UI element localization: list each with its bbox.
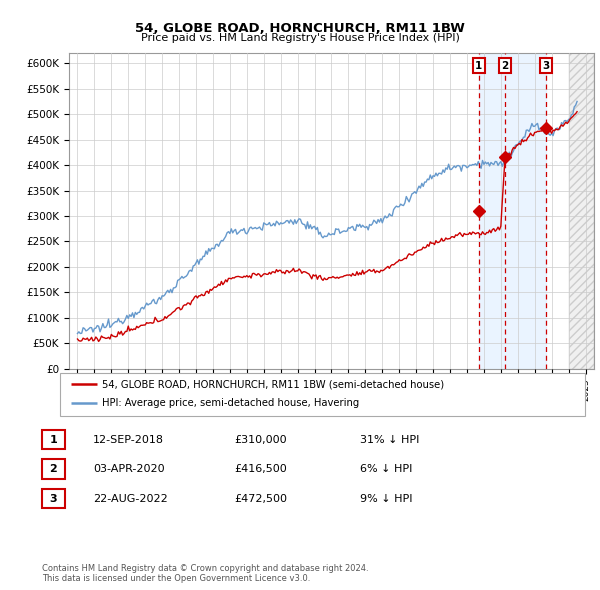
Text: 12-SEP-2018: 12-SEP-2018 xyxy=(93,435,164,444)
Text: 1: 1 xyxy=(50,435,57,444)
Text: £310,000: £310,000 xyxy=(234,435,287,444)
Text: 2: 2 xyxy=(50,464,57,474)
Text: Price paid vs. HM Land Registry's House Price Index (HPI): Price paid vs. HM Land Registry's House … xyxy=(140,33,460,43)
Text: 54, GLOBE ROAD, HORNCHURCH, RM11 1BW: 54, GLOBE ROAD, HORNCHURCH, RM11 1BW xyxy=(135,22,465,35)
Text: £416,500: £416,500 xyxy=(234,464,287,474)
Text: 9% ↓ HPI: 9% ↓ HPI xyxy=(360,494,413,503)
Text: 6% ↓ HPI: 6% ↓ HPI xyxy=(360,464,412,474)
Text: HPI: Average price, semi-detached house, Havering: HPI: Average price, semi-detached house,… xyxy=(102,398,359,408)
Text: 03-APR-2020: 03-APR-2020 xyxy=(93,464,164,474)
Text: 31% ↓ HPI: 31% ↓ HPI xyxy=(360,435,419,444)
Bar xyxy=(479,53,546,369)
Bar xyxy=(569,53,594,369)
Text: 2: 2 xyxy=(502,61,509,71)
Text: Contains HM Land Registry data © Crown copyright and database right 2024.
This d: Contains HM Land Registry data © Crown c… xyxy=(42,563,368,583)
Text: 1: 1 xyxy=(475,61,482,71)
Text: £472,500: £472,500 xyxy=(234,494,287,503)
Text: 3: 3 xyxy=(542,61,550,71)
Text: 54, GLOBE ROAD, HORNCHURCH, RM11 1BW (semi-detached house): 54, GLOBE ROAD, HORNCHURCH, RM11 1BW (se… xyxy=(102,379,444,389)
Text: 22-AUG-2022: 22-AUG-2022 xyxy=(93,494,168,503)
Text: 3: 3 xyxy=(50,494,57,503)
